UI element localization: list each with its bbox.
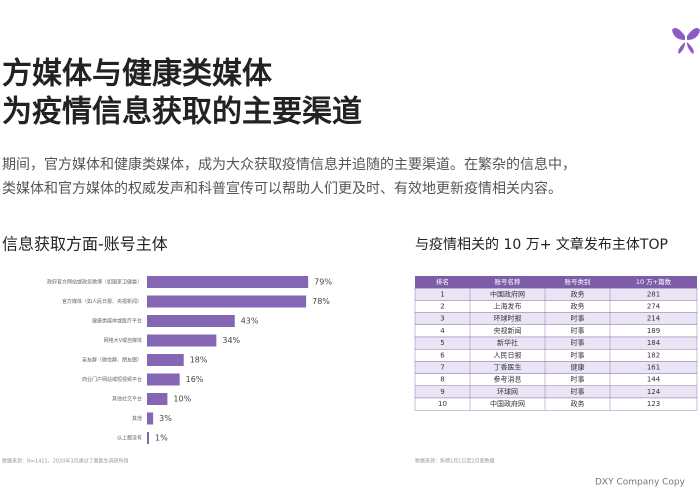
- table-cell: 时事: [571, 338, 585, 347]
- bar: [147, 393, 168, 405]
- table-cell: 政务: [571, 302, 585, 311]
- category-label: 其他社交平台: [112, 396, 142, 403]
- title-line: 为疫情信息获取的主要渠道: [2, 95, 362, 130]
- table-cell: 4: [440, 327, 445, 335]
- table-cell: 124: [647, 388, 661, 396]
- value-label: 3%: [159, 414, 172, 423]
- bar: [147, 432, 150, 444]
- table-cell: 2: [440, 303, 444, 311]
- bar: [147, 373, 180, 386]
- bar: [147, 412, 154, 425]
- footer: DXY Company Copy: [595, 478, 686, 488]
- table-cell: 184: [647, 339, 661, 347]
- table-cell: 时事: [571, 375, 585, 384]
- table-cell: 5: [440, 339, 444, 347]
- table-cell: 214: [647, 315, 661, 323]
- bar: [147, 334, 217, 347]
- table-cell: 环球网: [497, 387, 518, 396]
- table-header-cell: 排名: [436, 277, 449, 286]
- table-cell: 123: [647, 400, 660, 408]
- table-cell: 时事: [571, 314, 585, 323]
- value-label: 16%: [186, 375, 204, 384]
- table-cell: 时事: [571, 387, 585, 396]
- table-cell: 中国政府网: [490, 289, 525, 298]
- table-header-cell: 账号名称: [495, 277, 522, 286]
- chart-source: 数据来源：N=1411，2020年3月通过丁香医生调研所得: [2, 458, 129, 465]
- table-cell: 健康: [571, 363, 585, 372]
- table-cell: 7: [440, 364, 444, 372]
- table-cell: 人民日报: [494, 350, 522, 359]
- intro-line: 类媒体和官方媒体的权威发声和科普宣传可以帮助人们更及时、有效地更新疫情相关内容。: [2, 180, 562, 197]
- table-cell: 时事: [571, 326, 585, 335]
- table-cell: 新华社: [497, 338, 518, 347]
- table-cell: 281: [647, 290, 660, 298]
- table-cell: 9: [440, 388, 444, 396]
- table-cell: 时事: [571, 350, 585, 359]
- category-label: 健康类媒体或医疗平台: [92, 318, 142, 325]
- table-title: 与疫情相关的 10 万+ 文章发布主体TOP: [415, 236, 668, 253]
- table-cell: 丁香医生: [494, 363, 522, 372]
- title-line: 方媒体与健康类媒体: [2, 57, 273, 92]
- table-cell: 161: [647, 364, 660, 372]
- category-label: 商业门户网站或短视频平台: [82, 376, 142, 383]
- table-cell: 144: [647, 376, 661, 384]
- category-label: 以上都没有: [117, 435, 142, 442]
- table-cell: 参考消息: [494, 375, 522, 384]
- table-source: 数据来源：新榜1月1日至2月底数据: [415, 458, 495, 465]
- value-label: 79%: [314, 278, 332, 287]
- table-cell: 央视新闻: [494, 326, 522, 335]
- table-cell: 182: [647, 351, 660, 359]
- bar: [147, 295, 307, 308]
- category-label: 亲友群（微信群、朋友圈）: [82, 357, 142, 364]
- table-header-cell: 10 万+篇数: [636, 277, 672, 286]
- table-cell: 8: [440, 376, 444, 384]
- table-cell: 274: [647, 303, 661, 311]
- table-row-bg: [414, 397, 698, 411]
- table-cell: 中国政府网: [490, 399, 525, 408]
- table-cell: 环球时报: [494, 314, 522, 323]
- table-cell: 189: [647, 327, 660, 335]
- category-label: 其他: [132, 415, 142, 422]
- table-cell: 政务: [571, 289, 585, 298]
- table-cell: 上海发布: [494, 302, 522, 311]
- table-cell: 3: [440, 315, 444, 323]
- value-label: 34%: [222, 336, 240, 345]
- value-label: 18%: [190, 356, 208, 365]
- bar: [147, 276, 309, 288]
- table-cell: 政务: [571, 399, 585, 408]
- intro-line: 期间，官方媒体和健康类媒体，成为大众获取疫情信息并追随的主要渠道。在繁杂的信息中…: [2, 156, 576, 173]
- category-label: 网络大V或自媒体: [104, 337, 142, 344]
- value-label: 43%: [241, 317, 259, 326]
- table-cell: 6: [440, 351, 445, 359]
- value-label: 78%: [312, 297, 330, 306]
- value-label: 1%: [155, 434, 168, 443]
- table-header-bg: [415, 276, 697, 289]
- bar: [147, 354, 184, 366]
- category-label: 政府官方网站或政务微博（如国家卫健委）: [47, 279, 142, 286]
- chart-title: 信息获取方面-账号主体: [2, 235, 168, 254]
- category-label: 官方媒体（如人民日报、央视新闻）: [62, 298, 142, 305]
- value-label: 10%: [173, 395, 191, 404]
- logo: [672, 28, 700, 54]
- table-header-cell: 账号类别: [565, 277, 591, 286]
- bar: [147, 315, 235, 327]
- table-cell: 1: [440, 290, 444, 298]
- table-cell: 10: [438, 400, 447, 408]
